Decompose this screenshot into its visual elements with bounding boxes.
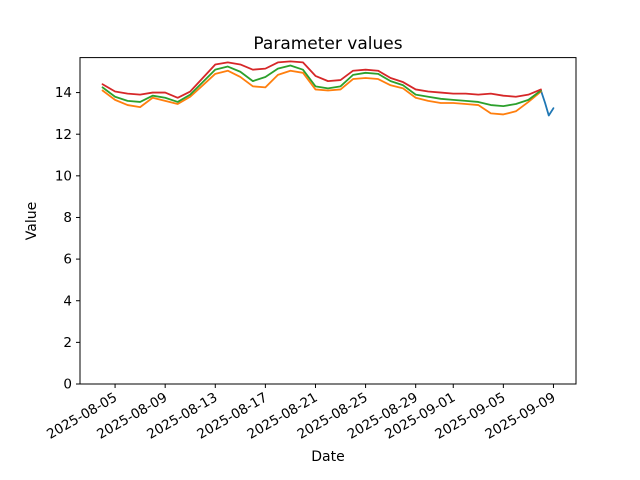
y-tick-label: 6 [63, 252, 72, 268]
chart-title: Parameter values [253, 34, 402, 54]
axes-spines [79, 57, 577, 385]
y-tick-label: 2 [63, 335, 72, 351]
x-axis-ticks: 2025-08-052025-08-092025-08-132025-08-17… [44, 384, 558, 443]
line-series-green [101, 64, 542, 107]
line-series-orange [101, 69, 542, 116]
x-axis-label: Date [311, 449, 344, 465]
y-axis-label: Value [24, 202, 40, 240]
line-series-blue [540, 89, 555, 117]
y-axis-ticks: 0 2 4 6 8 10 12 14 [55, 85, 80, 393]
line-series-red [101, 60, 542, 99]
y-tick-label: 8 [63, 210, 72, 226]
y-tick-label: 10 [55, 168, 72, 184]
y-tick-label: 12 [55, 127, 72, 143]
y-tick-label: 4 [63, 293, 72, 309]
y-tick-label: 0 [63, 377, 72, 393]
y-tick-label: 14 [55, 85, 72, 101]
plot-area: 0 2 4 6 8 10 12 14 2025-08-052025-08-092025-08-1… [44, 57, 577, 443]
